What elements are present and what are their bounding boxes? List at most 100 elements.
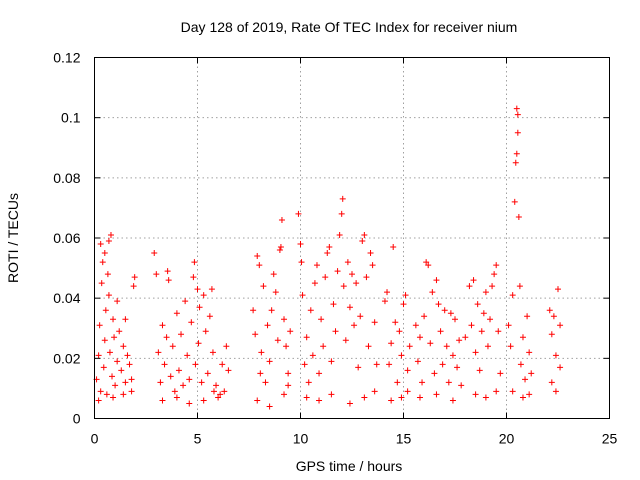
data-point xyxy=(118,367,125,374)
data-point xyxy=(381,298,388,305)
data-point xyxy=(484,343,491,350)
data-point xyxy=(505,322,512,329)
data-point xyxy=(495,328,502,335)
data-point xyxy=(346,304,353,311)
data-point xyxy=(309,352,316,359)
data-point xyxy=(163,334,170,341)
data-point xyxy=(223,343,230,350)
data-point xyxy=(340,283,347,290)
data-point xyxy=(550,313,557,320)
data-point xyxy=(470,277,477,284)
data-point xyxy=(489,283,496,290)
data-point xyxy=(213,382,220,389)
data-point xyxy=(128,388,135,395)
data-point xyxy=(326,244,333,251)
data-point xyxy=(195,340,202,347)
data-point xyxy=(406,343,413,350)
data-point xyxy=(126,361,133,368)
data-point xyxy=(169,343,176,350)
data-point xyxy=(330,301,337,308)
data-point xyxy=(552,352,559,359)
data-point xyxy=(112,382,119,389)
data-point xyxy=(416,394,423,401)
data-point xyxy=(390,244,397,251)
data-point xyxy=(159,397,166,404)
data-point xyxy=(128,376,135,383)
data-point xyxy=(342,337,349,344)
data-point xyxy=(114,298,121,305)
data-point xyxy=(173,310,180,317)
data-point xyxy=(303,394,310,401)
data-point xyxy=(101,337,108,344)
data-point xyxy=(392,319,399,326)
data-point xyxy=(386,361,393,368)
data-point xyxy=(204,370,211,377)
data-point xyxy=(101,250,108,257)
data-point xyxy=(519,394,526,401)
data-point xyxy=(262,379,269,386)
data-point xyxy=(105,292,112,299)
data-point xyxy=(472,391,479,398)
data-point xyxy=(191,259,198,266)
data-point xyxy=(462,334,469,341)
data-point xyxy=(400,301,407,308)
data-point xyxy=(95,352,102,359)
data-point xyxy=(254,253,261,260)
data-point xyxy=(209,349,216,356)
data-point xyxy=(260,283,267,290)
data-point xyxy=(404,367,411,374)
data-point xyxy=(103,391,110,398)
data-point xyxy=(295,210,302,217)
data-point xyxy=(190,274,197,281)
data-point xyxy=(431,370,438,377)
data-point xyxy=(194,286,201,293)
data-point xyxy=(97,388,104,395)
data-point xyxy=(196,304,203,311)
data-point xyxy=(105,238,112,245)
data-point xyxy=(110,394,117,401)
data-point xyxy=(157,379,164,386)
data-point xyxy=(131,274,138,281)
data-point xyxy=(361,231,368,238)
data-point xyxy=(429,289,436,296)
data-point xyxy=(522,376,529,383)
x-tick-label: 5 xyxy=(194,431,202,447)
data-point xyxy=(270,271,277,278)
data-point xyxy=(95,397,102,404)
y-tick-label: 0 xyxy=(73,411,81,427)
data-point xyxy=(175,367,182,374)
data-point xyxy=(277,244,284,251)
data-point xyxy=(454,364,461,371)
data-point xyxy=(493,388,500,395)
data-point xyxy=(334,268,341,275)
data-point xyxy=(371,388,378,395)
y-tick-label: 0.12 xyxy=(53,50,80,66)
data-point xyxy=(109,373,116,380)
x-tick-label: 0 xyxy=(91,431,99,447)
data-point xyxy=(515,213,522,220)
data-point xyxy=(433,277,440,284)
data-point xyxy=(468,322,475,329)
data-point xyxy=(266,403,273,410)
data-point xyxy=(110,316,117,323)
data-point xyxy=(513,105,520,112)
data-point xyxy=(264,322,271,329)
data-point xyxy=(555,286,561,293)
data-point xyxy=(524,313,531,320)
data-point xyxy=(482,394,489,401)
data-point xyxy=(297,241,304,248)
data-point xyxy=(349,271,355,278)
data-point xyxy=(449,352,456,359)
data-point xyxy=(447,310,454,317)
data-point xyxy=(225,367,232,374)
data-point xyxy=(445,379,452,386)
x-axis-label: GPS time / hours xyxy=(296,458,403,474)
data-point xyxy=(281,316,288,323)
data-point xyxy=(514,111,521,118)
data-point xyxy=(557,322,564,329)
data-point xyxy=(281,391,288,398)
data-point xyxy=(425,262,432,269)
data-point xyxy=(365,343,372,350)
data-point xyxy=(210,388,217,395)
